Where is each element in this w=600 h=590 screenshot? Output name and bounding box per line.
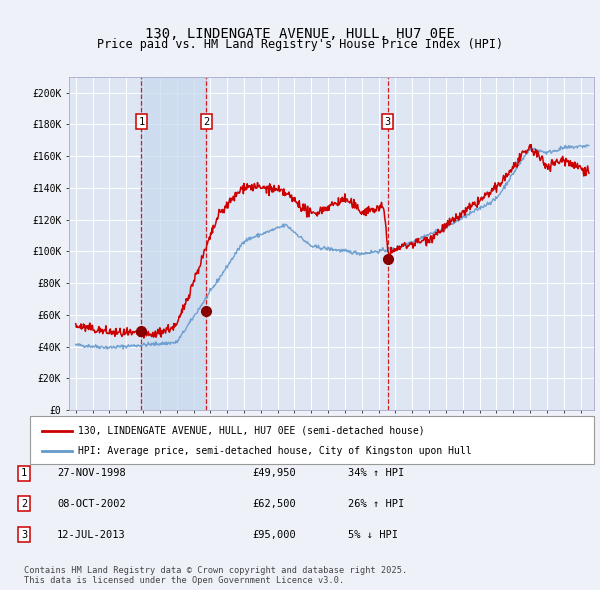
Text: Contains HM Land Registry data © Crown copyright and database right 2025.
This d: Contains HM Land Registry data © Crown c… (24, 566, 407, 585)
Text: 130, LINDENGATE AVENUE, HULL, HU7 0EE: 130, LINDENGATE AVENUE, HULL, HU7 0EE (145, 27, 455, 41)
Text: 3: 3 (21, 530, 27, 539)
Bar (142, 77, 206, 410)
Text: 12-JUL-2013: 12-JUL-2013 (57, 530, 126, 539)
Text: 1: 1 (138, 117, 145, 127)
Text: Price paid vs. HM Land Registry's House Price Index (HPI): Price paid vs. HM Land Registry's House … (97, 38, 503, 51)
Text: 130, LINDENGATE AVENUE, HULL, HU7 0EE (semi-detached house): 130, LINDENGATE AVENUE, HULL, HU7 0EE (s… (78, 426, 425, 436)
Text: 2: 2 (203, 117, 209, 127)
Text: 3: 3 (385, 117, 391, 127)
Text: 1: 1 (21, 468, 27, 478)
Text: 2: 2 (21, 499, 27, 509)
Text: £49,950: £49,950 (252, 468, 296, 478)
Text: 27-NOV-1998: 27-NOV-1998 (57, 468, 126, 478)
Text: 34% ↑ HPI: 34% ↑ HPI (348, 468, 404, 478)
Text: 08-OCT-2002: 08-OCT-2002 (57, 499, 126, 509)
Text: HPI: Average price, semi-detached house, City of Kingston upon Hull: HPI: Average price, semi-detached house,… (78, 446, 472, 455)
Text: 26% ↑ HPI: 26% ↑ HPI (348, 499, 404, 509)
Text: 5% ↓ HPI: 5% ↓ HPI (348, 530, 398, 539)
Text: £95,000: £95,000 (252, 530, 296, 539)
Text: £62,500: £62,500 (252, 499, 296, 509)
